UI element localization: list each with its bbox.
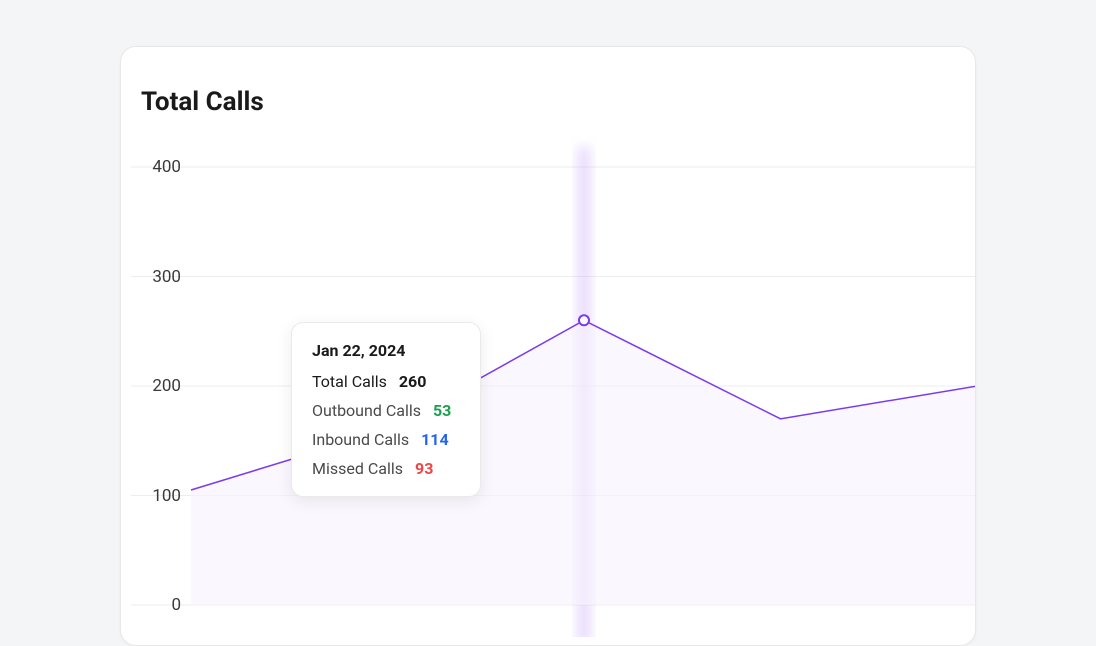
- tooltip-row: Outbound Calls 53: [312, 401, 458, 420]
- y-tick-label: 300: [121, 267, 181, 287]
- chart-area[interactable]: 0 100 200 300 400 Jan 22, 2024 Total Calls 2…: [121, 137, 975, 637]
- tooltip-total-row: Total Calls 260: [312, 372, 458, 391]
- tooltip-breakdown: Outbound Calls 53 Inbound Calls 114 Missed C…: [312, 401, 458, 478]
- chart-card: Total Calls 0 100 200 300 400 Jan 22, 2024 T…: [120, 46, 976, 646]
- tooltip-row-value: 93: [415, 459, 433, 478]
- tooltip-row-value: 114: [421, 430, 449, 449]
- tooltip-date: Jan 22, 2024: [312, 341, 458, 360]
- tooltip-total-value: 260: [399, 372, 427, 391]
- y-tick-label: 200: [121, 376, 181, 396]
- y-tick-label: 100: [121, 486, 181, 506]
- tooltip-row-value: 53: [433, 401, 451, 420]
- tooltip-row-label: Outbound Calls: [312, 401, 421, 420]
- line-chart-svg: [121, 137, 976, 637]
- tooltip-row: Missed Calls 93: [312, 459, 458, 478]
- tooltip-total-label: Total Calls: [312, 372, 387, 391]
- tooltip-row-label: Inbound Calls: [312, 430, 409, 449]
- tooltip-row-label: Missed Calls: [312, 459, 403, 478]
- y-tick-label: 400: [121, 157, 181, 177]
- chart-tooltip: Jan 22, 2024 Total Calls 260 Outbound Ca…: [291, 322, 481, 497]
- y-tick-label: 0: [121, 595, 181, 615]
- tooltip-row: Inbound Calls 114: [312, 430, 458, 449]
- chart-title: Total Calls: [121, 87, 975, 137]
